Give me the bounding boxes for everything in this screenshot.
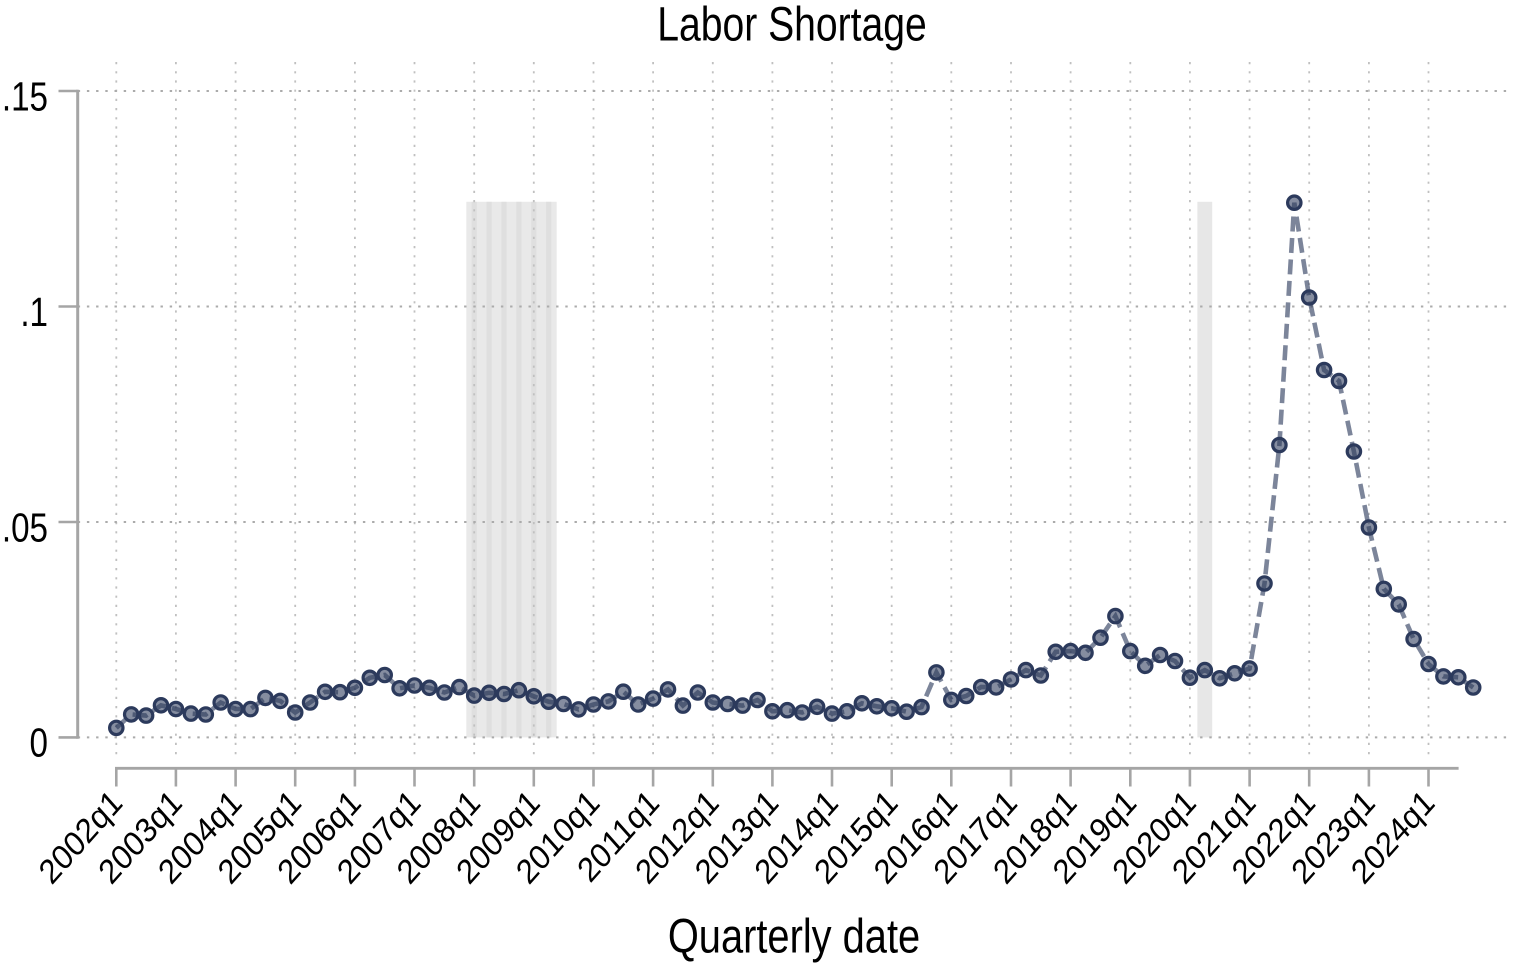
- svg-text:Labor Shortage: Labor Shortage: [657, 0, 927, 52]
- svg-text:.1: .1: [20, 289, 48, 335]
- svg-text:.15: .15: [2, 73, 48, 119]
- svg-text:.05: .05: [2, 504, 48, 550]
- svg-text:Quarterly date: Quarterly date: [668, 910, 920, 963]
- svg-text:0: 0: [30, 720, 48, 766]
